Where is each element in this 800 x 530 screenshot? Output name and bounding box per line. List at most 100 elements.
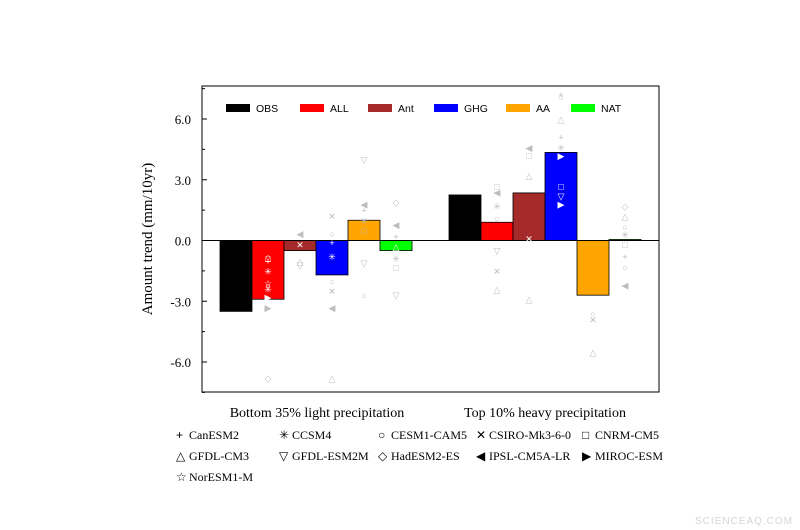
model-mark: △ (590, 347, 597, 357)
model-mark: □ (494, 181, 500, 191)
model-mark: ✕ (328, 287, 336, 297)
model-legend-label-noresm1-m: NorESM1-M (189, 470, 253, 484)
model-mark: ○ (329, 229, 334, 239)
model-mark: △ (494, 285, 501, 295)
model-legend-symbol-miroc-esm: ▶ (582, 449, 592, 463)
model-mark: + (558, 90, 563, 100)
model-legend-label-gfdl-esm2m: GFDL-ESM2M (292, 449, 369, 463)
plot-frame (201, 85, 660, 393)
model-legend-label-gfdl-cm3: GFDL-CM3 (189, 449, 249, 463)
model-mark: △ (526, 295, 533, 305)
legend-label-obs: OBS (256, 103, 278, 115)
model-mark: ✳ (392, 254, 400, 264)
model-legend-symbol-canesm2: + (176, 428, 183, 442)
model-mark: ○ (265, 252, 270, 262)
legend-swatch-aa (506, 104, 530, 112)
y-tick-label-0-0: 0.0 (175, 234, 191, 249)
model-mark: ✕ (493, 266, 501, 276)
model-mark: ▽ (361, 155, 368, 165)
x-category-label-heavy: Top 10% heavy precipitation (464, 406, 626, 421)
model-legend-symbol-csiro-mk3-6-0: ✕ (476, 428, 486, 442)
model-mark: ▽ (558, 191, 565, 201)
model-mark: □ (526, 151, 532, 161)
model-mark: ◀ (526, 143, 533, 153)
model-mark: + (361, 206, 366, 216)
model-mark: ▽ (393, 291, 400, 301)
model-mark: ○ (329, 277, 334, 287)
model-legend-symbol-ipsl-cm5a-lr: ◀ (476, 449, 486, 463)
model-mark: ✳ (621, 230, 629, 240)
model-mark: ◀ (622, 281, 629, 291)
model-legend-label-miroc-esm: MIROC-ESM (595, 449, 663, 463)
model-mark: ○ (622, 262, 627, 272)
model-legend-label-hadesm2-es: HadESM2-ES (391, 449, 460, 463)
model-legend-label-ccsm4: CCSM4 (292, 428, 331, 442)
bar-aa-heavy (576, 240, 610, 296)
y-tick-label-6-0: 6.0 (175, 112, 191, 127)
model-mark: ✳ (328, 252, 336, 262)
model-legend-symbol-cnrm-cm5: □ (582, 428, 589, 442)
model-mark: ✳ (264, 285, 272, 295)
model-legend-symbol-ccsm4: ✳ (279, 428, 289, 442)
bar-obs-light (219, 240, 253, 312)
model-mark: □ (558, 181, 564, 191)
plot-layer: -6.0-3.00.03.06.0+○□✳☆○✳▶▶◇◀✕△▽✕○+✳○✕◀△▽… (170, 88, 659, 393)
model-legend-symbol-gfdl-cm3: △ (176, 449, 186, 463)
model-mark: △ (329, 374, 336, 384)
model-legend-label-cesm1-cam5: CESM1-CAM5 (391, 428, 467, 442)
model-mark: ◇ (265, 374, 272, 384)
model-mark: ◀ (393, 220, 400, 230)
y-tick-label-3-0: 3.0 (175, 173, 191, 188)
legend-swatch-nat (571, 104, 595, 112)
legend-swatch-all (300, 104, 324, 112)
model-mark: □ (361, 226, 367, 236)
model-mark: ✳ (360, 216, 368, 226)
legend-label-all: ALL (330, 103, 349, 115)
model-legend-symbol-gfdl-esm2m: ▽ (279, 449, 289, 463)
model-mark: ▶ (265, 303, 272, 313)
legend-label-ghg: GHG (464, 103, 488, 115)
y-tick-label-6-0: -6.0 (170, 355, 191, 370)
model-mark: ✕ (589, 315, 597, 325)
model-mark: △ (526, 171, 533, 181)
bar-all-light (251, 240, 285, 300)
bar-all-heavy (480, 221, 514, 241)
model-mark: □ (265, 254, 271, 264)
model-mark: ▶ (558, 200, 565, 210)
model-mark: ✳ (493, 202, 501, 212)
model-mark: △ (393, 242, 400, 252)
model-mark: + (393, 232, 398, 242)
model-mark: + (622, 252, 627, 262)
model-mark: ○ (494, 214, 499, 224)
x-category-label-light: Bottom 35% light precipitation (230, 406, 405, 421)
model-mark: + (265, 256, 270, 266)
model-mark: ▶ (558, 151, 565, 161)
model-mark: □ (622, 240, 628, 250)
model-mark: ◀ (329, 303, 336, 313)
model-mark: ◀ (297, 229, 304, 239)
bar-ghg-light (315, 240, 349, 276)
legend-label-ant: Ant (398, 103, 414, 115)
model-mark: □ (393, 262, 399, 272)
legend: OBS ALL Ant GHG AA NAT (226, 103, 622, 115)
legend-swatch-obs (226, 104, 250, 112)
model-mark: ◇ (393, 198, 400, 208)
y-axis-label: Amount trend (mm/10yr) (140, 163, 156, 315)
legend-label-nat: NAT (601, 103, 622, 115)
model-mark: △ (297, 256, 304, 266)
model-legend-label-cnrm-cm5: CNRM-CM5 (595, 428, 659, 442)
model-mark: ✕ (525, 234, 533, 244)
model-mark: ▽ (494, 246, 501, 256)
model-mark: ◀ (494, 187, 501, 197)
model-mark: ◀ (361, 200, 368, 210)
model-legend-label-canesm2: CanESM2 (189, 428, 239, 442)
model-legend: + CanESM2 ✳ CCSM4 ○ CESM1-CAM5 ✕ CSIRO-Mk3-6-0 □… (176, 428, 663, 484)
model-mark: ○ (558, 92, 563, 102)
model-mark: + (329, 238, 334, 248)
model-mark: ☆ (264, 279, 272, 289)
model-mark: △ (622, 212, 629, 222)
bar-ghg-heavy (544, 152, 578, 241)
model-mark: ○ (265, 281, 270, 291)
model-legend-label-ipsl-cm5a-lr: IPSL-CM5A-LR (489, 449, 570, 463)
